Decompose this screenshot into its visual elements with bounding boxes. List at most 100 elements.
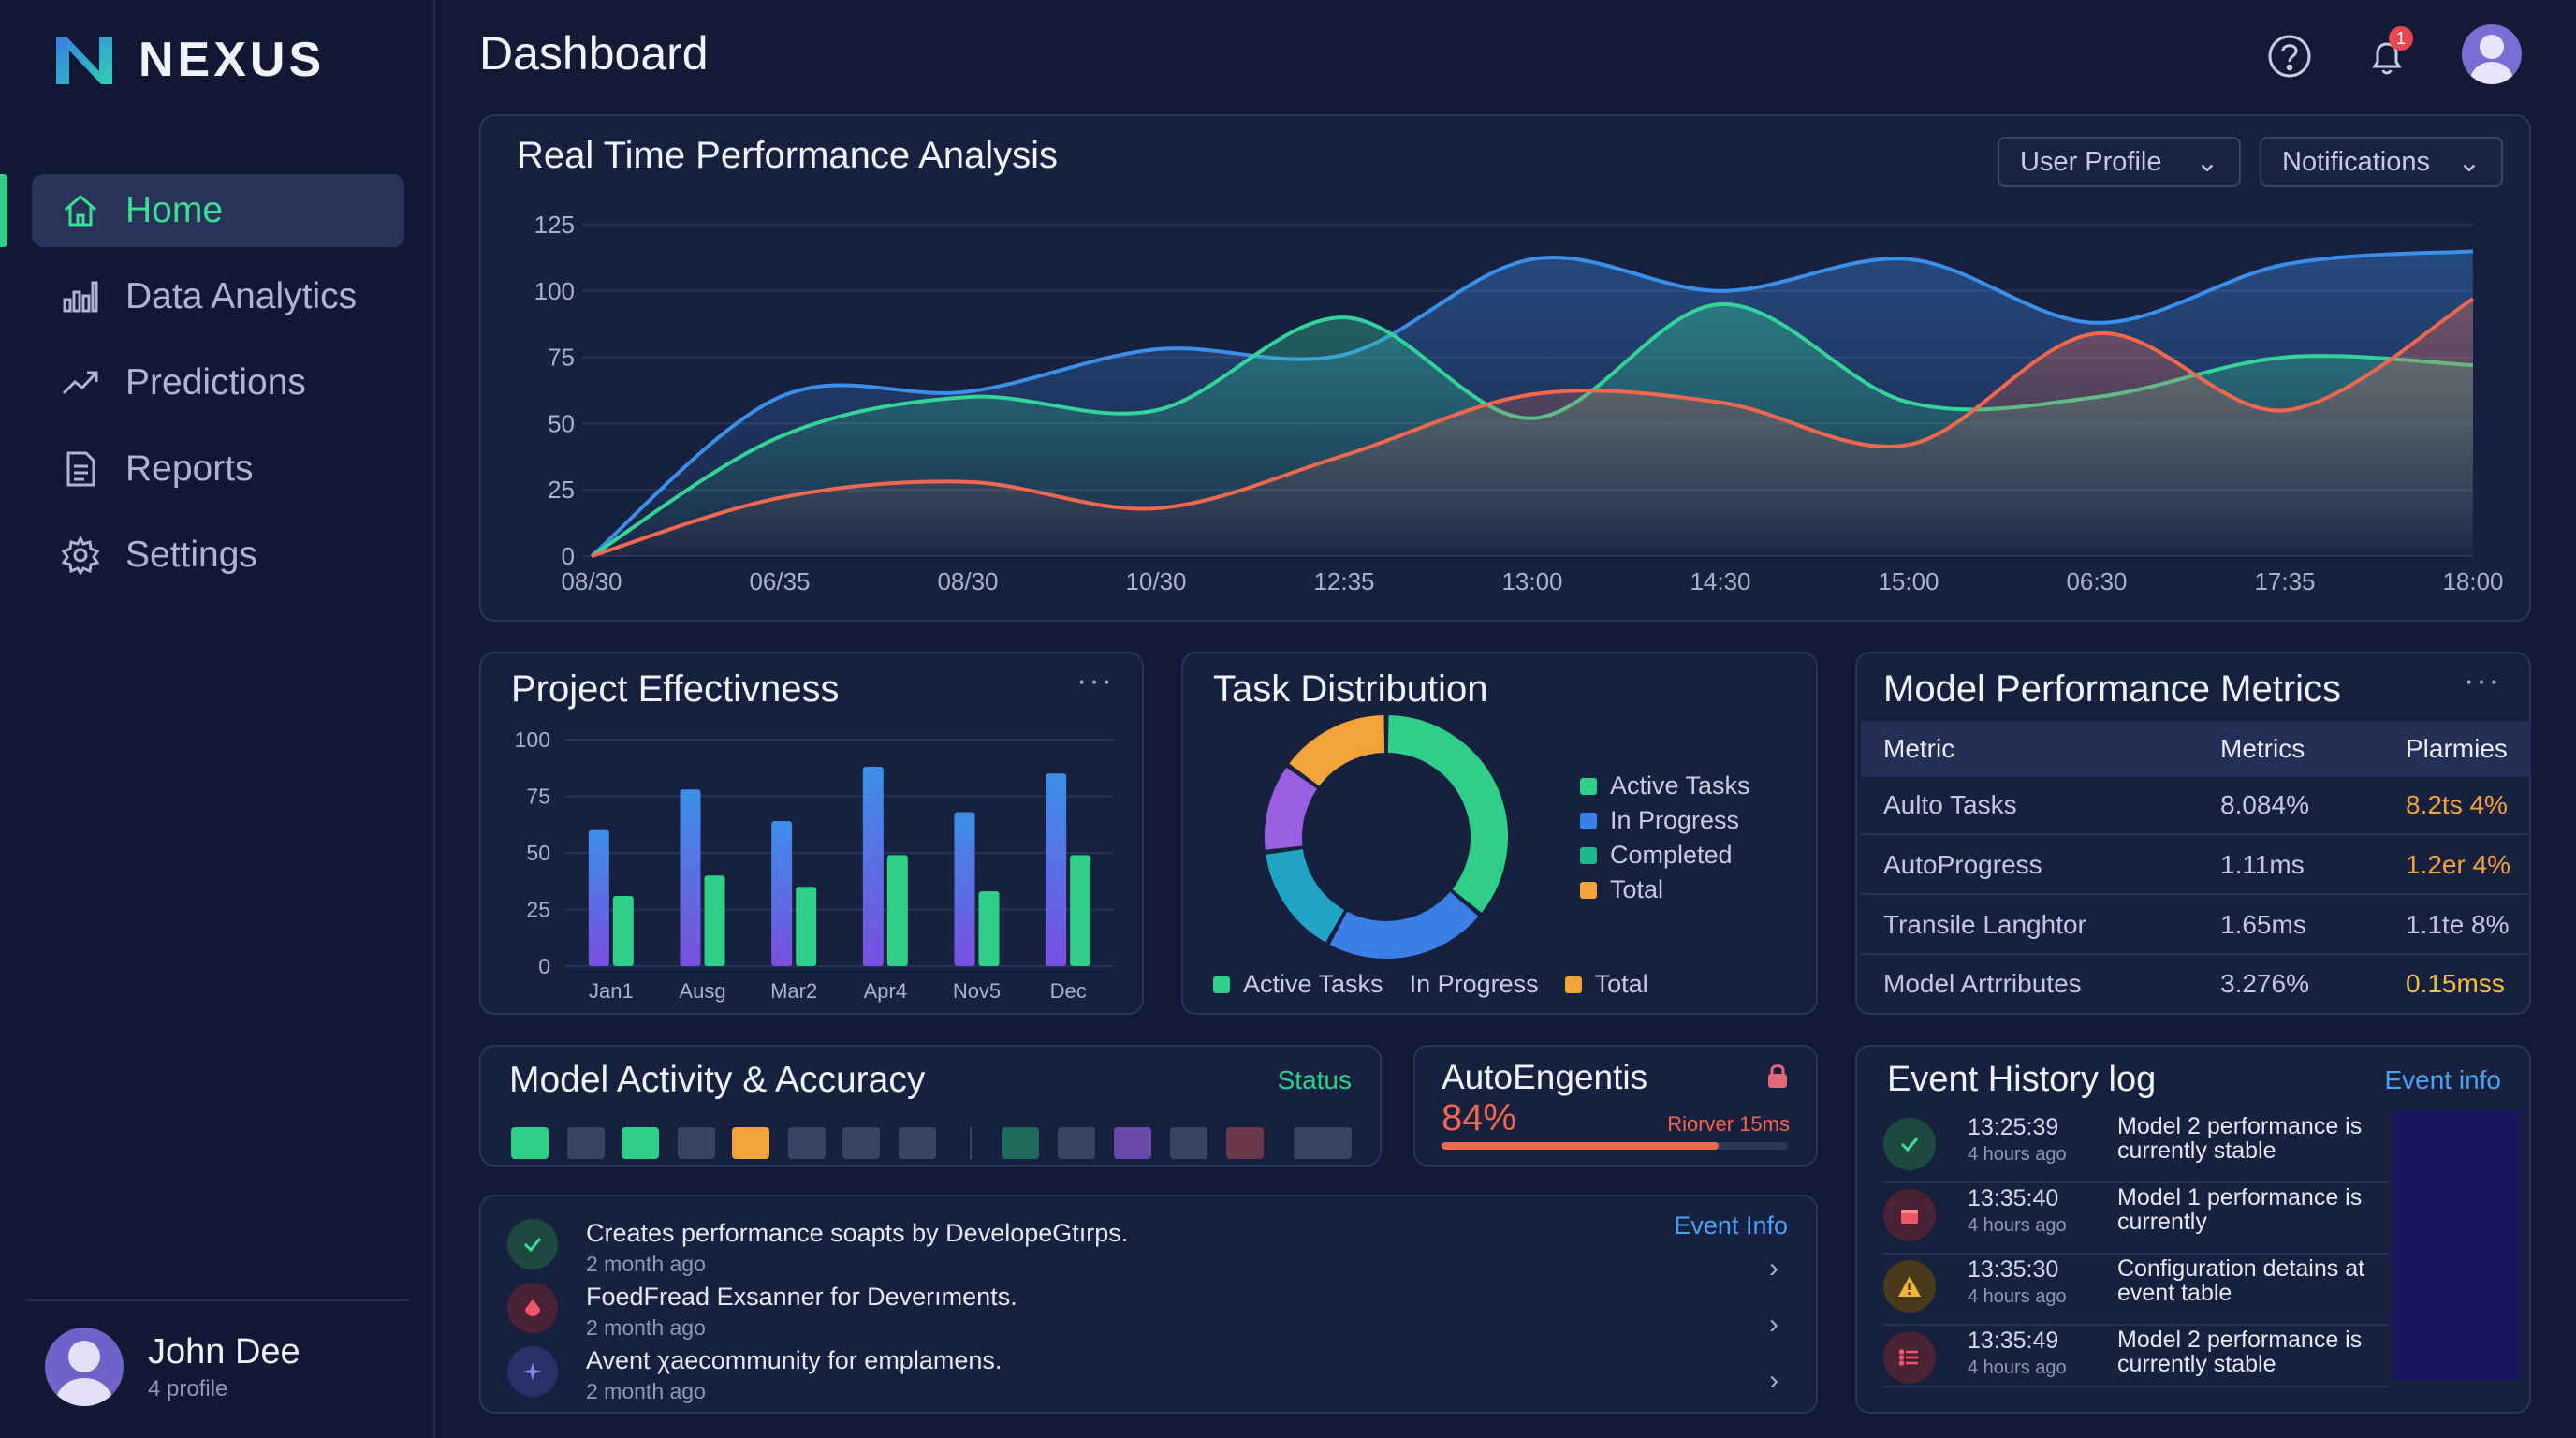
status-square[interactable] — [678, 1127, 715, 1159]
y-tick-label: 25 — [526, 898, 550, 922]
x-tick-label: Dec — [1050, 979, 1087, 1003]
status-square[interactable] — [1170, 1127, 1208, 1159]
metric-extra: 1.2er 4% — [2406, 850, 2511, 879]
status-square[interactable] — [732, 1127, 769, 1159]
event-row[interactable]: 13:35:30 4 hours ago Configuration detai… — [1883, 1255, 2389, 1322]
sidebar-item-settings[interactable]: Settings — [32, 519, 404, 592]
realtime-chart: 0 25 50 75 100 125 08/30 06/35 08/30 10/30 12:35 13… — [534, 211, 2504, 595]
chevron-right-icon[interactable]: › — [1769, 1253, 1778, 1284]
sidebar-item-predictions[interactable]: Predictions — [32, 346, 404, 419]
event-info-link[interactable]: Event info — [2384, 1065, 2501, 1094]
sidebar-item-label: Home — [125, 190, 224, 230]
metric-value: 1.11ms — [2220, 850, 2305, 879]
list-item[interactable]: FoedFread Exsanner for Deverıments. 2 mo… — [507, 1283, 1017, 1341]
legend-swatch — [1580, 777, 1597, 795]
chevron-down-icon: ⌄ — [2457, 147, 2481, 178]
profile-name: John Dee — [148, 1331, 300, 1372]
status-square[interactable] — [1226, 1127, 1264, 1159]
status-label[interactable]: Status — [1277, 1065, 1352, 1094]
x-tick-label: Ausg — [679, 979, 725, 1003]
bar — [1046, 773, 1067, 966]
divider — [970, 1127, 972, 1159]
divider — [26, 1299, 410, 1301]
status-square[interactable] — [567, 1127, 605, 1159]
status-square[interactable] — [788, 1127, 826, 1159]
task-legend-bottom: Active Tasks In Progress Total — [1213, 970, 1648, 999]
legend-item: Total — [1564, 970, 1648, 999]
brand-logo[interactable]: NEXUS — [52, 32, 325, 88]
legend-item: Total — [1580, 875, 1750, 904]
sidebar-item-reports[interactable]: Reports — [32, 433, 404, 506]
x-tick-label: 13:00 — [1501, 567, 1562, 595]
y-tick-label: 125 — [534, 211, 575, 239]
chevron-right-icon[interactable]: › — [1769, 1365, 1778, 1396]
legend-swatch — [1580, 846, 1597, 864]
legend-item: In Progress — [1580, 806, 1750, 835]
metric-value: 1.65ms — [2220, 910, 2306, 939]
divider — [1883, 1386, 2389, 1387]
status-square[interactable] — [511, 1127, 549, 1159]
more-options-icon[interactable]: ··· — [1076, 663, 1114, 698]
table-row[interactable]: Aulto Tasks 8.084% 8.2ts 4% — [1861, 777, 2531, 835]
y-tick-label: 75 — [548, 344, 575, 372]
metrics-panel: Model Performance Metrics ··· Metric Met… — [1855, 652, 2531, 1015]
event-row[interactable]: 13:25:39 4 hours ago Model 2 performance… — [1883, 1112, 2389, 1180]
more-options-icon[interactable]: ··· — [2464, 663, 2501, 698]
event-row[interactable]: 13:35:40 4 hours ago Model 1 performance… — [1883, 1183, 2389, 1251]
legend-item: Active Tasks — [1580, 771, 1750, 800]
bar — [978, 891, 1000, 966]
event-history-panel: Event History log Event info 13:25:39 4 … — [1855, 1045, 2531, 1414]
metric-name: Aulto Tasks — [1883, 790, 2017, 819]
legend-label: Active Tasks — [1243, 970, 1383, 998]
help-icon[interactable] — [2261, 28, 2318, 84]
autoeng-sub: Riorver 15ms — [1667, 1112, 1790, 1136]
sidebar-item-data-analytics[interactable]: Data Analytics — [32, 260, 404, 333]
table-row[interactable]: AutoProgress 1.11ms 1.2er 4% — [1861, 837, 2531, 895]
x-tick-label: 14:30 — [1690, 567, 1750, 595]
x-tick-label: Apr4 — [864, 979, 907, 1003]
status-square[interactable] — [622, 1127, 659, 1159]
column-header: Metric — [1883, 734, 1955, 763]
document-icon — [60, 448, 101, 490]
metric-name: AutoProgress — [1883, 850, 2042, 879]
x-tick-label: 18:00 — [2442, 567, 2503, 595]
status-square[interactable] — [1294, 1127, 1352, 1159]
notifications-dropdown[interactable]: Notifications ⌄ — [2260, 137, 2503, 187]
notification-badge: 1 — [2389, 26, 2413, 51]
page-title: Dashboard — [479, 27, 709, 80]
chevron-right-icon[interactable]: › — [1769, 1309, 1778, 1340]
event-info-link[interactable]: Event Info — [1674, 1211, 1788, 1240]
status-square[interactable] — [842, 1127, 880, 1159]
x-tick-label: 08/30 — [937, 567, 998, 595]
user-avatar[interactable] — [2462, 24, 2522, 84]
sidebar-item-label: Settings — [125, 535, 257, 575]
event-row[interactable]: 13:35:49 4 hours ago Model 2 performance… — [1883, 1326, 2389, 1393]
feed-time: 2 month ago — [586, 1379, 706, 1403]
sidebar-item-home[interactable]: Home — [0, 174, 404, 247]
donut-slice — [1266, 848, 1345, 943]
x-tick-label: 15:00 — [1878, 567, 1939, 595]
metric-extra: 0.15mss — [2406, 969, 2505, 998]
list-item[interactable]: Avent χaecommunity for emplamens. 2 mont… — [507, 1346, 1002, 1404]
autoeng-title: AutoEngentis — [1442, 1058, 1648, 1096]
legend-swatch — [1580, 881, 1597, 899]
legend-swatch — [1564, 976, 1582, 993]
event-ago: 4 hours ago — [1968, 1357, 2067, 1378]
activity-title: Model Activity & Accuracy — [509, 1060, 926, 1100]
drop-icon — [507, 1283, 558, 1333]
status-square[interactable] — [899, 1127, 936, 1159]
table-header: Metric Metrics Plarmies — [1861, 721, 2531, 777]
status-square[interactable] — [1002, 1127, 1039, 1159]
realtime-panel: Real Time Performance Analysis User Prof… — [479, 114, 2531, 622]
bell-icon[interactable]: 1 — [2359, 26, 2415, 84]
list-item[interactable]: Creates performance soapts by DevelopeGt… — [507, 1219, 1128, 1277]
x-tick-label: Mar2 — [770, 979, 817, 1003]
bar — [862, 767, 884, 966]
status-square[interactable] — [1058, 1127, 1095, 1159]
user-profile[interactable]: John Dee 4 profile — [45, 1328, 300, 1406]
status-square[interactable] — [1114, 1127, 1151, 1159]
event-ago: 4 hours ago — [1968, 1215, 2067, 1236]
table-row[interactable]: Transile Langhtor 1.65ms 1.1te 8% — [1861, 897, 2531, 955]
table-row[interactable]: Model Artrributes 3.276% 0.15mss — [1861, 955, 2531, 1013]
user-profile-dropdown[interactable]: User Profile ⌄ — [1998, 137, 2241, 187]
